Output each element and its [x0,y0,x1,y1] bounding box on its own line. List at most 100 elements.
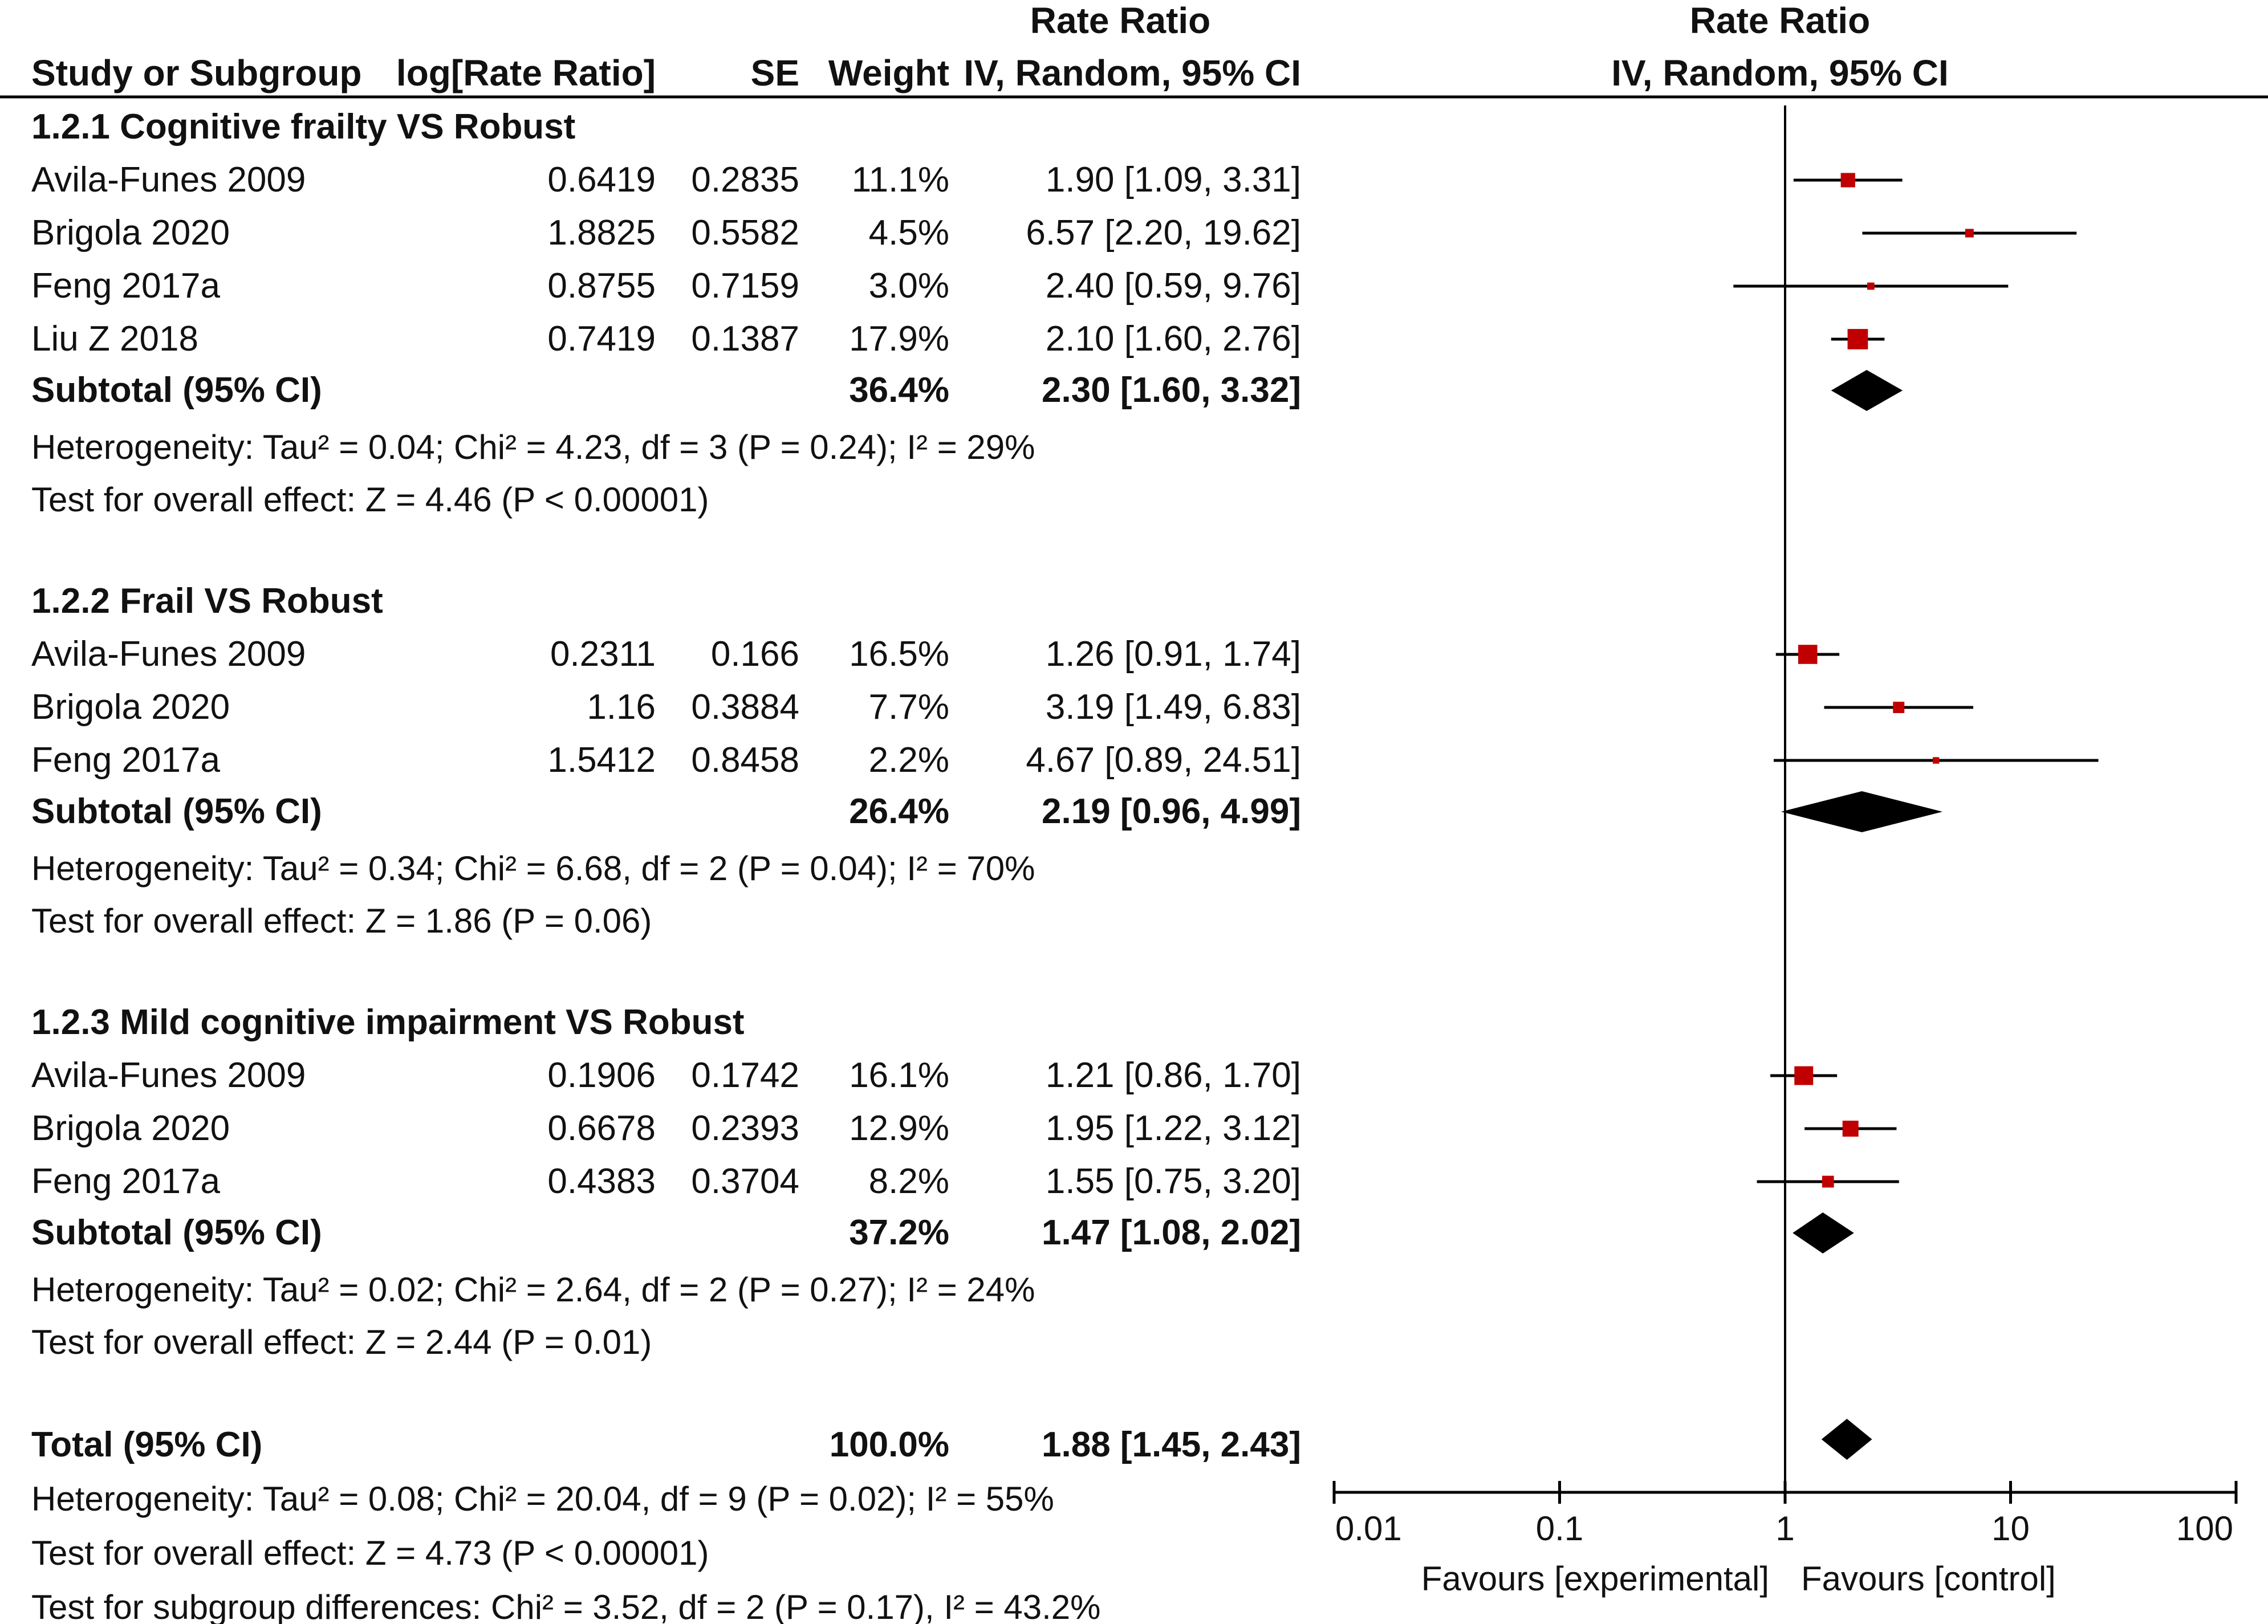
x-tick-label: 0.1 [1536,1509,1583,1548]
study-weight: 8.2% [869,1162,949,1201]
x-tick-label: 0.01 [1335,1509,1402,1548]
subtotal-label: Subtotal (95% CI) [31,792,322,831]
study-marker [1842,1121,1859,1137]
study-effect: 6.57 [2.20, 19.62] [1026,213,1301,253]
study-se: 0.2835 [691,160,799,200]
se-column-header: SE [751,52,799,93]
weight-column-header: Weight [828,52,949,93]
subtotal-weight: 37.2% [849,1213,949,1252]
subtotal-diamond [1793,1212,1854,1253]
study-name: Feng 2017a [31,266,220,306]
study-weight: 2.2% [869,740,949,780]
study-log-rr: 0.1906 [547,1056,656,1095]
log-rr-column-header: log[Rate Ratio] [396,52,656,93]
study-weight: 17.9% [849,319,949,359]
subgroup-overall-test: Test for overall effect: Z = 1.86 (P = 0… [31,902,652,940]
study-weight: 4.5% [869,213,949,253]
study-effect: 4.67 [0.89, 24.51] [1026,740,1301,780]
study-effect: 1.21 [0.86, 1.70] [1046,1056,1301,1095]
subtotal-diamond [1781,791,1943,832]
study-marker [1822,1175,1834,1188]
study-name: Brigola 2020 [31,1109,230,1148]
subgroup-overall-test: Test for overall effect: Z = 2.44 (P = 0… [31,1323,652,1361]
subtotal-label: Subtotal (95% CI) [31,1213,322,1252]
study-log-rr: 0.6678 [547,1109,656,1148]
study-name: Brigola 2020 [31,213,230,253]
total-heterogeneity: Heterogeneity: Tau² = 0.08; Chi² = 20.04… [31,1480,1054,1518]
study-weight: 11.1% [852,160,949,200]
study-name: Brigola 2020 [31,687,230,727]
study-se: 0.5582 [691,213,799,253]
total-diamond [1821,1419,1872,1460]
study-effect: 1.55 [0.75, 3.20] [1046,1162,1301,1201]
study-weight: 16.1% [849,1056,949,1095]
study-weight: 12.9% [849,1109,949,1148]
study-weight: 3.0% [869,266,949,306]
subgroup-differences-test: Test for subgroup differences: Chi² = 3.… [31,1588,1101,1624]
x-tick-label: 10 [1991,1509,2030,1548]
study-log-rr: 0.7419 [547,319,656,359]
study-effect: 2.40 [0.59, 9.76] [1046,266,1301,306]
study-effect: 2.10 [1.60, 2.76] [1046,319,1301,359]
study-log-rr: 0.4383 [547,1162,656,1201]
study-log-rr: 0.8755 [547,266,656,306]
study-se: 0.8458 [691,740,799,780]
study-log-rr: 1.5412 [547,740,656,780]
favours-experimental-label: Favours [experimental] [1421,1560,1769,1598]
total-effect: 1.88 [1.45, 2.43] [1042,1425,1301,1464]
study-se: 0.3704 [691,1162,799,1201]
subtotal-effect: 2.19 [0.96, 4.99] [1042,792,1301,831]
subgroup-heterogeneity: Heterogeneity: Tau² = 0.34; Chi² = 6.68,… [31,849,1035,888]
study-column-header: Study or Subgroup [31,52,362,93]
x-tick-label: 1 [1775,1509,1794,1548]
subgroup-title: 1.2.1 Cognitive frailty VS Robust [31,107,575,146]
subgroup-title: 1.2.2 Frail VS Robust [31,581,383,621]
subtotal-effect: 1.47 [1.08, 2.02] [1042,1213,1301,1252]
study-effect: 1.95 [1.22, 3.12] [1046,1109,1301,1148]
study-name: Avila-Funes 2009 [31,160,306,200]
effect-header-top: Rate Ratio [1030,0,1211,41]
plot-header-sub: IV, Random, 95% CI [1611,52,1949,93]
study-marker [1847,329,1868,349]
study-effect: 1.90 [1.09, 3.31] [1046,160,1301,200]
total-overall-test: Test for overall effect: Z = 4.73 (P < 0… [31,1534,709,1572]
study-effect: 3.19 [1.49, 6.83] [1046,687,1301,727]
study-name: Liu Z 2018 [31,319,198,359]
study-marker [1794,1066,1814,1085]
study-se: 0.166 [711,634,799,674]
total-label: Total (95% CI) [31,1425,262,1464]
study-se: 0.3884 [691,687,799,727]
subtotal-diamond [1831,370,1903,411]
study-se: 0.7159 [691,266,799,306]
study-weight: 16.5% [849,634,949,674]
subtotal-label: Subtotal (95% CI) [31,371,322,410]
subtotal-weight: 36.4% [849,371,949,410]
study-log-rr: 0.6419 [547,160,656,200]
study-marker [1798,645,1818,664]
study-marker [1867,282,1875,290]
subtotal-effect: 2.30 [1.60, 3.32] [1042,371,1301,410]
subgroup-title: 1.2.3 Mild cognitive impairment VS Robus… [31,1003,745,1042]
study-log-rr: 1.8825 [547,213,656,253]
study-name: Feng 2017a [31,740,220,780]
study-name: Avila-Funes 2009 [31,634,306,674]
study-name: Avila-Funes 2009 [31,1056,306,1095]
subgroup-heterogeneity: Heterogeneity: Tau² = 0.02; Chi² = 2.64,… [31,1271,1035,1309]
study-marker [1840,173,1855,188]
study-marker [1933,757,1940,764]
study-se: 0.1387 [691,319,799,359]
study-marker [1893,702,1905,713]
favours-control-label: Favours [control] [1801,1560,2056,1598]
study-weight: 7.7% [869,687,949,727]
study-se: 0.1742 [691,1056,799,1095]
subgroup-heterogeneity: Heterogeneity: Tau² = 0.04; Chi² = 4.23,… [31,428,1035,466]
effect-header-sub: IV, Random, 95% CI [964,52,1301,93]
study-effect: 1.26 [0.91, 1.74] [1046,634,1301,674]
subtotal-weight: 26.4% [849,792,949,831]
x-tick-label: 100 [2176,1509,2233,1548]
subgroup-overall-test: Test for overall effect: Z = 4.46 (P < 0… [31,481,709,519]
study-name: Feng 2017a [31,1162,220,1201]
study-log-rr: 1.16 [587,687,656,727]
total-weight: 100.0% [830,1425,949,1464]
